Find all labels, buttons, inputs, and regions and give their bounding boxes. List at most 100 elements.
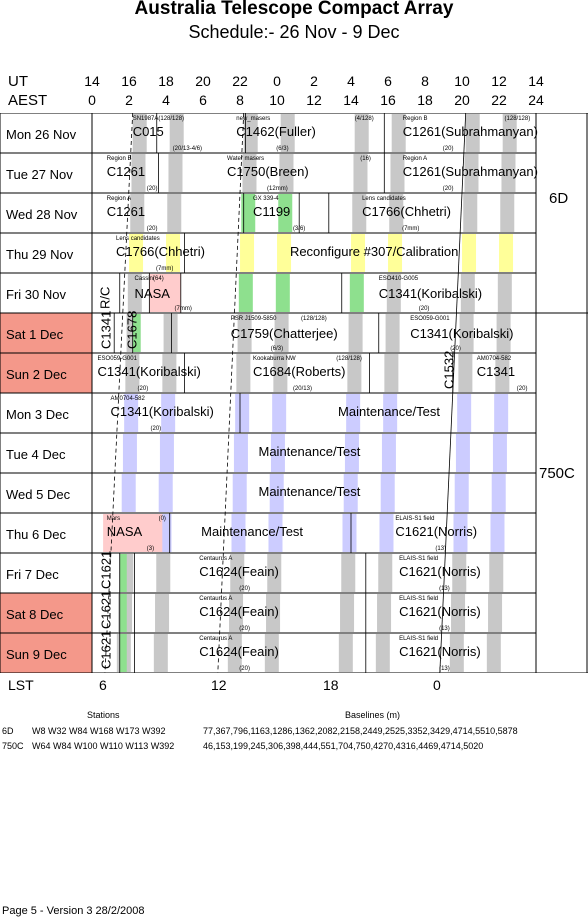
ut-tick: 8 [421, 73, 429, 89]
block-text: C1624(Feain) [199, 564, 278, 579]
lst-stripe [132, 114, 147, 152]
aest-tick: 6 [199, 92, 207, 108]
lst-stripe [380, 474, 395, 512]
block-text: NASA [107, 524, 143, 539]
lst-stripe [354, 114, 369, 152]
block-text: C1624(Feain) [199, 644, 278, 659]
ut-tick: 2 [310, 73, 318, 89]
day-label: Sun 2 Dec [6, 367, 67, 382]
block-source-label: GX 339-4 [253, 196, 279, 202]
lst-stripe [341, 554, 356, 592]
block-source-label: Region B [403, 116, 428, 122]
lst-stripe [457, 394, 472, 432]
block-text-vertical: C1621 [98, 591, 113, 629]
lst-stripe [125, 354, 140, 392]
lst-stripe [240, 234, 255, 272]
aest-tick: 24 [528, 92, 544, 108]
block-text: C1341(Koribalski) [410, 326, 513, 341]
page-subtitle: Schedule:- 26 Nov - 9 Dec [188, 22, 400, 42]
lst-stripe [241, 194, 256, 232]
block-text: C1684(Roberts) [253, 364, 346, 379]
aest-tick: 0 [88, 92, 96, 108]
lst-tick: 0 [433, 677, 441, 693]
block-band-note: (20) [443, 146, 454, 152]
lst-stripe [127, 274, 142, 312]
lst-stripe [379, 514, 394, 552]
block-text: C1624(Feain) [199, 604, 278, 619]
block-source-label: Lens candidates [362, 196, 406, 202]
block-band-note: (13) [439, 586, 450, 592]
lst-stripe [353, 154, 368, 192]
block-band-note: (20) [147, 186, 158, 192]
config-label-6d: 6D [549, 190, 568, 207]
block-source-label: ELAIS-S1 field [399, 636, 438, 642]
lst-stripe [161, 394, 176, 432]
lst-stripe [131, 154, 146, 192]
lst-stripe [389, 194, 404, 232]
block-source-label: Kookaburra NW [253, 356, 296, 362]
lst-stripe [275, 274, 290, 312]
ut-tick: 0 [273, 73, 281, 89]
day-label: Fri 30 Nov [6, 287, 66, 302]
lst-stripe [378, 554, 393, 592]
day-label: Wed 5 Dec [6, 487, 71, 502]
aest-tick: 10 [269, 92, 285, 108]
block-source-label: ELAIS-S1 field [395, 516, 434, 522]
lst-dashed-line [104, 113, 134, 673]
block-text: Reconfigure #307/Calibration [290, 244, 458, 259]
block-band-note: (7mm) [402, 226, 419, 232]
baselines-6d: 77,367,796,1163,1286,1362,2082,2158,2449… [203, 726, 518, 736]
lst-stripe [494, 394, 509, 432]
lst-stripe [453, 514, 468, 552]
lst-stripe [231, 514, 246, 552]
block-band-note: (20) [239, 586, 250, 592]
day-label: Fri 7 Dec [6, 567, 59, 582]
lst-stripe [343, 474, 358, 512]
block-source-label: SN1987A(128/128) [133, 116, 184, 122]
block-text-vertical: C1678 [124, 311, 139, 349]
block-source-label: Centaurus A [199, 636, 232, 642]
day-label: Thu 6 Dec [6, 527, 66, 542]
block-band-note: (6/3) [271, 346, 283, 352]
lst-stripe [460, 274, 475, 312]
block-text: C015 [133, 124, 164, 139]
config-label-750c: 750C [539, 465, 575, 482]
block-source-label: Region A [403, 156, 427, 162]
station-list-750c: W64 W84 W100 W110 W113 W392 [32, 741, 175, 751]
lst-stripe [124, 394, 139, 432]
aest-tick: 4 [162, 92, 170, 108]
lst-stripe [349, 274, 364, 312]
block-text: NASA [135, 286, 171, 301]
lst-stripe [501, 154, 516, 192]
lst-stripe [168, 154, 183, 192]
block-text: C1261 [107, 164, 145, 179]
lst-stripe [458, 354, 473, 392]
lst-stripe [390, 154, 405, 192]
lst-stripe [488, 594, 503, 632]
ut-tick: 14 [528, 73, 544, 89]
lst-stripe [452, 554, 467, 592]
block-text: Maintenance/Test [259, 444, 361, 459]
lst-stripe [230, 554, 245, 592]
lst-stripe [122, 434, 137, 472]
small-label: (0) [159, 516, 166, 522]
day-label: Tue 27 Nov [6, 167, 73, 182]
block-band-note: (6/3) [276, 146, 288, 152]
block-source-label: ESO059-G001 [410, 316, 450, 322]
lst-stripe [233, 434, 248, 472]
lst-tick: 18 [323, 677, 339, 693]
green-cell [119, 634, 127, 672]
small-label: (4/128) [355, 116, 374, 122]
block-band-note: (3/6) [293, 226, 305, 232]
block-source-label: Cassini [135, 276, 155, 282]
lst-stripe [486, 634, 501, 672]
footer-version: Page 5 - Version 3 28/2/2008 [2, 905, 145, 917]
lst-stripe [344, 434, 359, 472]
lst-stripe [227, 634, 242, 672]
block-band-note: (20/13-4/6) [173, 146, 202, 152]
lst-stripe [375, 634, 390, 672]
lst-stripe [489, 554, 504, 592]
lst-stripe [499, 234, 514, 272]
lst-stripe [270, 434, 285, 472]
block-text: C1766(Chhetri) [116, 244, 205, 259]
